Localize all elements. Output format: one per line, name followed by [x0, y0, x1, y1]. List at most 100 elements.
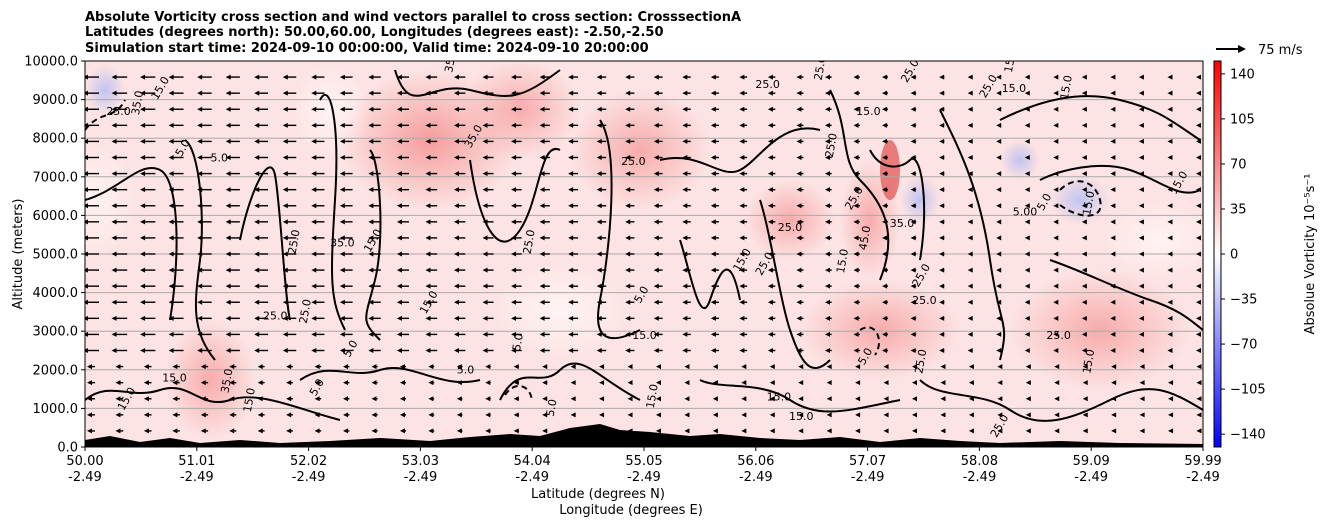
wind-arrow	[910, 219, 917, 225]
wind-arrow	[855, 364, 861, 370]
wind-arrow	[343, 380, 350, 386]
x-tick-label-lon: -2.49	[627, 470, 661, 485]
wind-arrow	[625, 315, 635, 321]
wind-arrow	[314, 396, 322, 402]
wind-arrow	[653, 235, 663, 241]
wind-arrow	[254, 219, 269, 225]
terrain	[85, 424, 1203, 447]
colorbar-tick-label: −140	[1230, 428, 1266, 443]
y-tick-label: 10000.0	[24, 55, 78, 70]
wind-arrow	[339, 219, 353, 225]
wind-arrow	[853, 299, 860, 305]
wind-arrow	[599, 364, 605, 370]
wind-arrow	[883, 396, 889, 402]
wind-arrow	[225, 138, 240, 144]
wind-arrow	[339, 267, 353, 273]
wind-arrow	[539, 299, 550, 305]
wind-arrow	[225, 219, 240, 225]
wind-arrow	[225, 171, 240, 177]
wind-arrow	[653, 219, 663, 225]
wind-arrow	[741, 364, 747, 370]
wind-arrow	[254, 74, 269, 80]
x-tick-label-lon: -2.49	[963, 470, 997, 485]
wind-arrow	[511, 155, 522, 160]
wind-arrow	[1138, 187, 1144, 193]
wind-arrow	[796, 171, 804, 177]
wind-arrow	[168, 299, 184, 305]
wind-arrow	[625, 203, 635, 209]
wind-arrow	[596, 251, 607, 257]
wind-arrow	[396, 315, 409, 321]
wind-arrow	[939, 187, 945, 193]
wind-arrow	[739, 283, 748, 289]
wind-arrow	[967, 171, 973, 177]
wind-arrow	[314, 412, 322, 418]
wind-arrow	[739, 138, 748, 144]
wind-arrow	[882, 283, 889, 289]
wind-arrow	[282, 348, 297, 353]
wind-arrow	[1025, 364, 1031, 370]
colorbar-gradient	[1214, 61, 1221, 447]
wind-arrow	[197, 283, 212, 289]
wind-arrow	[140, 331, 156, 337]
wind-arrow	[1053, 348, 1059, 353]
wind-arrow	[627, 380, 633, 386]
wind-arrow	[1024, 90, 1030, 96]
wind-arrow	[968, 364, 974, 370]
wind-arrow	[883, 364, 889, 370]
wind-arrow	[825, 155, 832, 160]
colorbar-tick-label: 140	[1230, 67, 1255, 82]
wind-arrow	[568, 90, 579, 96]
wind-arrow	[399, 396, 406, 402]
wind-arrow	[796, 122, 804, 128]
wind-arrow	[967, 106, 973, 112]
wind-arrow	[825, 122, 832, 128]
wind-arrow	[314, 364, 322, 370]
wind-arrow	[653, 90, 663, 96]
wind-arrow	[796, 74, 804, 80]
wind-arrow	[767, 283, 776, 289]
wind-arrow	[1053, 187, 1059, 193]
wind-arrow	[339, 187, 353, 193]
wind-arrow	[968, 412, 974, 418]
wind-arrow	[710, 219, 719, 225]
wind-arrow	[1110, 283, 1116, 289]
wind-arrow	[140, 122, 156, 128]
wind-arrow	[710, 283, 719, 289]
wind-arrow	[825, 283, 832, 289]
contour-label: 15.0	[1058, 74, 1075, 100]
wind-arrow	[1110, 106, 1116, 112]
wind-arrow	[741, 380, 747, 386]
wind-arrow	[168, 155, 184, 160]
wind-arrow	[111, 187, 128, 193]
wind-arrow	[111, 283, 128, 289]
wind-arrow	[655, 412, 661, 418]
wind-arrow	[311, 235, 325, 241]
wind-arrow	[1196, 171, 1201, 177]
wind-arrow	[311, 299, 325, 305]
wind-arrow	[111, 299, 128, 305]
wind-arrow	[910, 235, 917, 241]
wind-arrow	[767, 187, 776, 193]
wind-arrow	[254, 138, 269, 144]
wind-arrow	[1110, 299, 1116, 305]
colorbar-tick-label: −105	[1230, 383, 1266, 398]
wind-arrow	[1053, 283, 1059, 289]
wind-arrow	[311, 155, 325, 160]
wind-arrow	[568, 251, 579, 257]
contour-label: 35.0	[330, 236, 355, 249]
wind-arrow	[539, 267, 550, 273]
contour-label: 15.0	[644, 383, 661, 409]
wind-arrow	[111, 348, 128, 353]
wind-arrow	[225, 106, 240, 112]
wind-arrow	[996, 283, 1002, 289]
wind-arrow	[825, 299, 832, 305]
wind-arrow	[1111, 412, 1117, 418]
wind-arrow	[254, 122, 269, 128]
wind-arrow	[710, 348, 719, 353]
wind-arrow	[939, 219, 945, 225]
x-tick-label-lat: 56.06	[737, 454, 774, 469]
wind-arrow	[1053, 315, 1059, 321]
wind-arrow	[1053, 251, 1059, 257]
wind-arrow	[172, 380, 180, 386]
